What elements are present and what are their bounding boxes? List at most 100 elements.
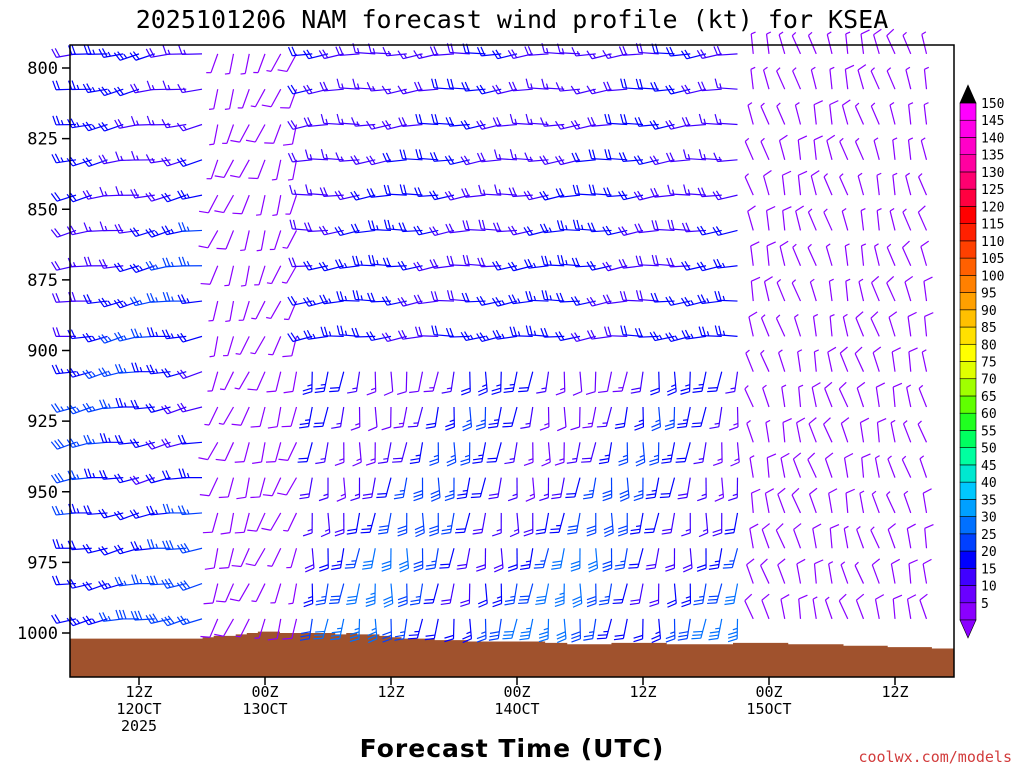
wind-barb: [352, 255, 376, 267]
wind-barb: [826, 134, 836, 160]
wind-barb: [856, 381, 866, 408]
wind-barb: [586, 296, 612, 307]
wind-barb: [299, 477, 313, 500]
wind-barb: [319, 187, 344, 197]
wind-barb: [202, 512, 219, 534]
wind-barb: [845, 278, 851, 302]
wind-barb: [778, 134, 788, 160]
wind-barb: [634, 117, 659, 127]
colorbar-label: 70: [981, 373, 997, 388]
wind-barb: [874, 455, 880, 478]
wind-barb: [83, 45, 108, 55]
wind-barb: [285, 194, 298, 215]
wind-barb: [666, 257, 691, 268]
wind-barb: [397, 85, 423, 95]
colorbar-swatch: [959, 378, 977, 397]
wind-barb: [318, 477, 329, 502]
wind-barb: [82, 190, 108, 200]
wind-barb: [586, 329, 612, 340]
wind-barb: [236, 477, 250, 500]
wind-barb: [781, 384, 787, 408]
wind-barb: [234, 442, 250, 463]
wind-barb: [446, 255, 470, 267]
wind-barb: [812, 313, 819, 337]
wind-barb: [681, 583, 692, 608]
wind-barb: [597, 371, 613, 394]
wind-barb: [824, 596, 833, 620]
wind-barb: [727, 618, 739, 643]
wind-barb: [683, 149, 707, 161]
wind-barb: [796, 558, 806, 584]
wind-barb: [697, 294, 722, 305]
wind-barb: [303, 583, 314, 608]
wind-barb: [222, 124, 235, 144]
colorbar-swatch: [959, 240, 977, 259]
wind-barb: [376, 477, 392, 499]
wind-barb: [777, 487, 786, 514]
wind-barb: [524, 152, 549, 162]
wind-barb: [129, 51, 155, 61]
wind-barb: [854, 561, 865, 584]
wind-barb: [649, 442, 660, 466]
x-tick-label: 12Z: [377, 683, 404, 701]
wind-barb: [886, 67, 896, 90]
wind-barb: [588, 184, 612, 196]
colorbar-swatch: [959, 585, 977, 604]
plot-frame: [69, 44, 955, 678]
wind-barb: [178, 468, 203, 479]
wind-barb: [439, 548, 455, 569]
wind-barb: [409, 442, 424, 465]
wind-barb: [319, 294, 344, 305]
wind-barb: [214, 159, 235, 179]
wind-barb: [429, 512, 439, 537]
wind-barb: [709, 406, 723, 430]
wind-barb: [629, 583, 644, 606]
wind-barb: [683, 184, 707, 196]
wind-barb: [509, 512, 520, 538]
wind-barb: [248, 159, 266, 180]
wind-barb: [776, 102, 786, 125]
wind-barb: [176, 402, 203, 413]
wind-barb: [493, 548, 504, 573]
wind-barb: [618, 190, 644, 201]
wind-barb: [890, 558, 901, 584]
wind-barb: [781, 170, 792, 196]
wind-barb: [264, 124, 282, 144]
wind-barb: [200, 618, 219, 638]
wind-barb: [762, 66, 770, 90]
wind-barb: [829, 66, 835, 90]
wind-barb: [905, 66, 912, 90]
wind-barb: [218, 406, 235, 425]
wind-barb: [245, 124, 266, 143]
wind-barb: [146, 575, 171, 586]
y-axis: 800 825 850 875 900 925 950 975 1000: [17, 59, 70, 644]
wind-barb: [303, 117, 329, 128]
wind-barb: [287, 332, 313, 343]
wind-barb: [722, 548, 739, 569]
credit-link[interactable]: coolwx.com/models: [858, 748, 1012, 766]
wind-barb: [665, 120, 691, 130]
wind-barb: [161, 329, 187, 340]
wind-barb: [365, 583, 376, 607]
wind-barb: [572, 583, 583, 608]
x-tick-label: 2025: [121, 717, 157, 735]
wind-barb: [477, 257, 502, 268]
wind-barb: [208, 300, 219, 322]
wind-barb: [536, 371, 550, 394]
wind-barb: [99, 186, 124, 197]
wind-barb: [761, 593, 770, 620]
wind-barb: [920, 137, 928, 160]
wind-barb: [428, 226, 455, 236]
colorbar-swatch: [959, 447, 977, 466]
wind-barb: [570, 120, 596, 130]
wind-barb: [766, 453, 777, 478]
wind-barb: [381, 85, 407, 95]
wind-barb: [796, 417, 806, 443]
wind-barb: [287, 120, 313, 130]
wind-barb: [612, 371, 628, 393]
colorbar-swatch: [959, 361, 977, 380]
wind-barb: [598, 583, 613, 606]
colorbar-swatch: [959, 292, 977, 311]
wind-barb: [131, 150, 155, 161]
wind-barb: [349, 618, 361, 643]
